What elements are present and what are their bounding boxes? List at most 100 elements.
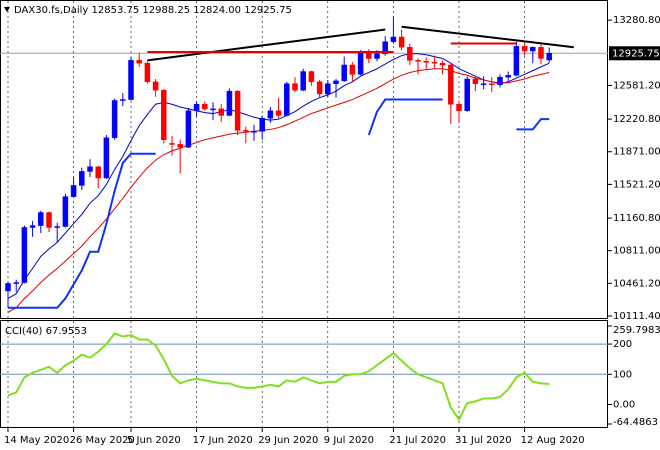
- candle-body: [530, 47, 536, 52]
- candle-body: [13, 282, 19, 284]
- x-tick-label: 17 Jun 2020: [193, 435, 253, 446]
- y-tick-label: 10811.00: [613, 246, 660, 257]
- candle-body: [87, 166, 93, 172]
- y-tick-label: 10111.40: [613, 311, 660, 322]
- candle-body: [169, 143, 175, 145]
- indicator-line: [8, 152, 156, 309]
- y-tick-label: 100: [613, 369, 632, 380]
- candle-body: [177, 144, 183, 148]
- candle-body: [497, 76, 503, 85]
- candle-body: [333, 80, 339, 84]
- y-tick-label: 13280.80: [613, 15, 660, 26]
- cci-line: [7, 332, 550, 422]
- x-tick-label: 12 Aug 2020: [521, 435, 585, 446]
- y-tick-label: 11521.20: [613, 179, 660, 190]
- candle-body: [120, 99, 126, 101]
- y-tick-label: 200: [613, 339, 632, 350]
- candle-body: [136, 60, 142, 64]
- candle-body: [390, 36, 397, 42]
- y-tick-label: 11160.80: [613, 213, 660, 224]
- candle-body: [439, 62, 446, 66]
- candle-body: [226, 90, 233, 116]
- y-tick-label: 12220.80: [613, 114, 660, 125]
- candle-body: [79, 171, 85, 186]
- candle-body: [275, 110, 282, 116]
- candle-body: [349, 64, 356, 75]
- candle-body: [480, 83, 487, 85]
- indicator-line: [367, 98, 443, 136]
- candle-body: [357, 52, 364, 75]
- candle-body: [243, 130, 249, 132]
- candle-body: [292, 83, 298, 91]
- x-tick-label: 26 May 2020: [70, 435, 135, 446]
- candle-body: [325, 83, 331, 95]
- x-tick-label: 21 Jul 2020: [389, 435, 446, 446]
- candle-body: [21, 227, 28, 283]
- candle-body: [456, 103, 462, 112]
- candle-body: [234, 90, 241, 131]
- candle-body: [407, 47, 413, 61]
- candle-body: [103, 137, 110, 179]
- indicator-line: [7, 68, 550, 313]
- candle-body: [95, 166, 101, 179]
- candle-body: [5, 283, 11, 292]
- candle-body: [128, 60, 134, 100]
- candle-body: [161, 89, 167, 140]
- candle-body: [464, 78, 470, 112]
- current-price-box: [609, 46, 660, 61]
- candle-body: [144, 62, 151, 83]
- candle-body: [505, 75, 511, 78]
- candle-body: [46, 212, 52, 228]
- candle-body: [513, 46, 520, 76]
- candle-body: [284, 83, 290, 116]
- candle-body: [538, 47, 544, 59]
- main-panel: [0, 0, 608, 319]
- candle-body: [267, 110, 274, 119]
- candle-body: [472, 78, 479, 84]
- x-tick-label: 9 Jul 2020: [324, 435, 374, 446]
- candle-body: [193, 103, 200, 112]
- candle-body: [308, 71, 315, 83]
- y-tick-label: 11871.00: [613, 147, 660, 158]
- menu-arrow: [4, 7, 10, 12]
- candle-body: [218, 108, 224, 116]
- y-tick-label: 0.00: [613, 400, 635, 411]
- candle-body: [431, 61, 438, 64]
- current-price-label: 12925.75: [612, 48, 660, 59]
- chart-title: DAX30.fs,Daily 12853.75 12988.25 12824.0…: [14, 5, 292, 16]
- candle-body: [382, 41, 388, 55]
- candle-body: [398, 36, 405, 48]
- candle-body: [259, 117, 265, 132]
- candle-body: [38, 212, 44, 226]
- candle-body: [341, 64, 347, 82]
- candle-body: [62, 196, 69, 227]
- candle-body: [489, 83, 495, 85]
- y-tick-label: 12581.20: [613, 80, 660, 91]
- indicator-title: CCI(40) 67.9553: [5, 326, 87, 337]
- candle-body: [415, 60, 421, 62]
- indicator-line: [7, 53, 550, 299]
- candle-body: [423, 61, 429, 63]
- candle-body: [54, 226, 60, 228]
- candle-body: [185, 110, 192, 148]
- y-tick-label: 259.7983: [613, 325, 660, 336]
- candle-body: [546, 53, 552, 61]
- candle-body: [521, 46, 528, 52]
- indicator-line: [516, 118, 550, 131]
- y-tick-label: -64.4863: [613, 417, 658, 428]
- candle-body: [374, 53, 380, 59]
- trendline: [147, 28, 386, 62]
- candle-body: [152, 81, 159, 91]
- x-tick-label: 31 Jul 2020: [455, 435, 512, 446]
- x-tick-label: 29 Jun 2020: [258, 435, 318, 446]
- candle-body: [111, 100, 118, 139]
- candle-body: [202, 103, 208, 110]
- candle-body: [251, 131, 257, 133]
- y-tick-label: 10461.20: [613, 278, 660, 289]
- candle-body: [300, 71, 306, 91]
- candle-body: [210, 108, 216, 111]
- candle-body: [366, 52, 372, 59]
- candle-body: [448, 64, 454, 105]
